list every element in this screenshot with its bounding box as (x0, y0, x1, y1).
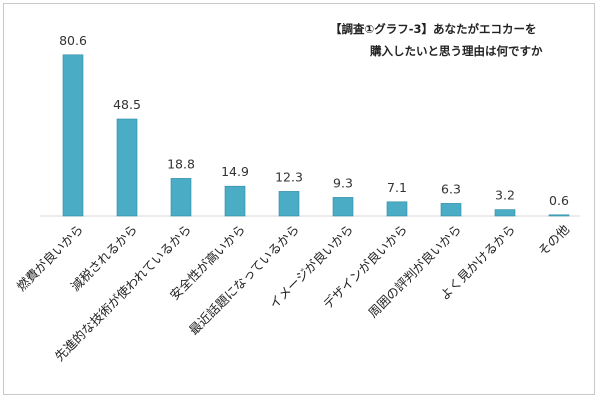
bar-1 (116, 118, 138, 217)
bar-6 (386, 201, 408, 217)
value-label-9: 0.6 (549, 193, 569, 208)
chart-title: 【調査①グラフ-3】あなたがエコカーを 購入したいと思う理由は何ですか (330, 18, 590, 62)
value-label-3: 14.9 (221, 164, 249, 179)
bar-4 (278, 191, 300, 217)
bar-9 (548, 214, 570, 217)
bar-3 (224, 185, 246, 217)
value-label-2: 18.8 (167, 156, 195, 171)
bar-5 (332, 197, 354, 217)
bar-8 (494, 209, 516, 217)
bar-7 (440, 203, 462, 217)
category-label-7: 周囲の評判が良いから (365, 222, 464, 321)
value-label-8: 3.2 (495, 188, 515, 203)
value-label-5: 9.3 (333, 175, 353, 190)
category-label-4: 最近話題になっているから (186, 222, 302, 338)
bar-0 (62, 54, 84, 217)
bar-2 (170, 178, 192, 217)
value-label-7: 6.3 (441, 181, 461, 196)
value-label-0: 80.6 (59, 33, 87, 48)
value-label-1: 48.5 (113, 97, 141, 112)
chart-title-line2: 購入したいと思う理由は何ですか (370, 44, 543, 58)
category-label-9: その他 (535, 221, 572, 258)
value-label-4: 12.3 (275, 169, 303, 184)
chart-title-line1: 【調査①グラフ-3】あなたがエコカーを (330, 22, 537, 36)
value-label-6: 7.1 (387, 180, 407, 195)
